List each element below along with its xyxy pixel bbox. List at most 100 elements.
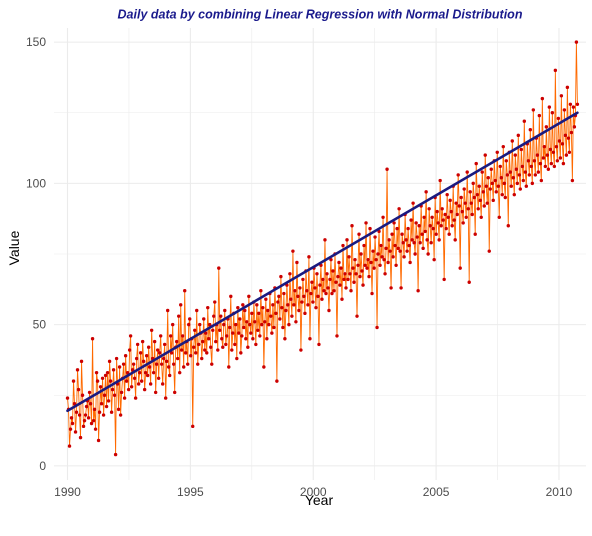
data-point bbox=[121, 362, 126, 366]
data-point bbox=[410, 238, 414, 242]
data-point bbox=[485, 201, 489, 205]
data-point bbox=[473, 232, 477, 236]
data-point bbox=[572, 125, 577, 129]
data-point bbox=[338, 283, 342, 287]
data-point bbox=[130, 368, 135, 372]
data-point bbox=[508, 170, 512, 174]
data-point bbox=[562, 108, 567, 112]
data-point bbox=[447, 232, 451, 236]
data-point bbox=[288, 272, 292, 276]
data-point bbox=[138, 351, 143, 355]
data-point bbox=[393, 243, 397, 248]
data-point bbox=[184, 351, 188, 355]
data-point bbox=[240, 334, 244, 338]
data-point bbox=[172, 362, 176, 366]
data-point bbox=[248, 322, 252, 327]
data-point bbox=[282, 291, 286, 296]
data-point bbox=[429, 241, 433, 245]
data-point bbox=[541, 156, 546, 160]
data-point bbox=[348, 272, 352, 276]
data-point bbox=[69, 416, 74, 420]
data-point bbox=[262, 365, 266, 369]
data-point bbox=[68, 427, 73, 431]
data-point bbox=[119, 390, 124, 395]
data-point bbox=[275, 379, 279, 383]
data-point bbox=[324, 291, 328, 296]
data-point bbox=[360, 269, 364, 273]
data-point bbox=[559, 94, 564, 98]
data-point bbox=[114, 356, 119, 361]
data-point bbox=[98, 385, 103, 389]
data-point bbox=[342, 277, 346, 282]
data-point bbox=[458, 266, 462, 270]
data-point bbox=[383, 272, 387, 276]
data-point bbox=[564, 153, 569, 157]
data-point bbox=[65, 396, 70, 400]
data-point bbox=[521, 178, 526, 183]
data-point bbox=[553, 68, 558, 73]
data-point bbox=[471, 181, 475, 186]
data-point bbox=[502, 181, 506, 186]
data-point bbox=[122, 396, 127, 400]
data-point bbox=[260, 322, 264, 327]
data-point bbox=[113, 452, 118, 457]
data-point bbox=[220, 337, 224, 341]
data-point bbox=[127, 348, 132, 352]
data-point bbox=[219, 314, 223, 318]
data-point bbox=[168, 334, 173, 338]
data-point bbox=[452, 218, 456, 222]
data-point bbox=[237, 331, 241, 335]
data-point bbox=[314, 305, 318, 310]
data-point bbox=[303, 311, 307, 316]
data-point bbox=[545, 153, 550, 157]
data-point bbox=[566, 136, 571, 140]
data-point bbox=[123, 354, 128, 358]
data-point bbox=[101, 413, 106, 417]
data-point bbox=[292, 303, 296, 307]
data-point bbox=[420, 232, 424, 236]
data-point bbox=[231, 331, 235, 335]
data-point bbox=[267, 322, 271, 327]
data-point bbox=[170, 351, 174, 355]
data-point bbox=[73, 430, 78, 434]
data-point bbox=[496, 184, 500, 188]
data-point bbox=[363, 263, 367, 267]
data-point bbox=[364, 221, 368, 225]
data-point bbox=[533, 173, 538, 177]
data-point bbox=[356, 263, 360, 267]
data-point bbox=[244, 337, 248, 341]
data-point bbox=[234, 322, 238, 327]
data-point bbox=[96, 438, 101, 443]
data-point bbox=[200, 356, 204, 361]
data-point bbox=[86, 416, 91, 420]
data-point bbox=[111, 368, 116, 372]
data-point bbox=[249, 331, 253, 335]
data-point bbox=[480, 170, 484, 174]
data-point bbox=[416, 289, 420, 293]
data-point bbox=[104, 404, 109, 409]
data-point bbox=[77, 413, 82, 417]
data-point bbox=[187, 322, 191, 327]
data-point bbox=[279, 274, 283, 279]
data-point bbox=[301, 277, 305, 282]
data-point bbox=[177, 314, 181, 318]
regression-line bbox=[66, 111, 579, 413]
data-point bbox=[139, 379, 144, 383]
data-point bbox=[132, 376, 137, 380]
data-point bbox=[93, 427, 98, 431]
data-point bbox=[102, 393, 107, 397]
data-point bbox=[112, 393, 117, 397]
data-point bbox=[97, 410, 102, 414]
data-point bbox=[539, 178, 544, 183]
data-point bbox=[336, 274, 340, 279]
y-tick-label: 150 bbox=[26, 35, 46, 49]
data-point bbox=[163, 396, 168, 400]
data-point bbox=[209, 345, 213, 349]
data-point bbox=[392, 221, 396, 225]
data-point bbox=[351, 266, 355, 270]
data-point bbox=[155, 348, 160, 352]
data-point bbox=[386, 260, 390, 265]
data-point bbox=[550, 111, 555, 115]
data-point bbox=[269, 314, 273, 318]
data-point bbox=[556, 116, 561, 121]
